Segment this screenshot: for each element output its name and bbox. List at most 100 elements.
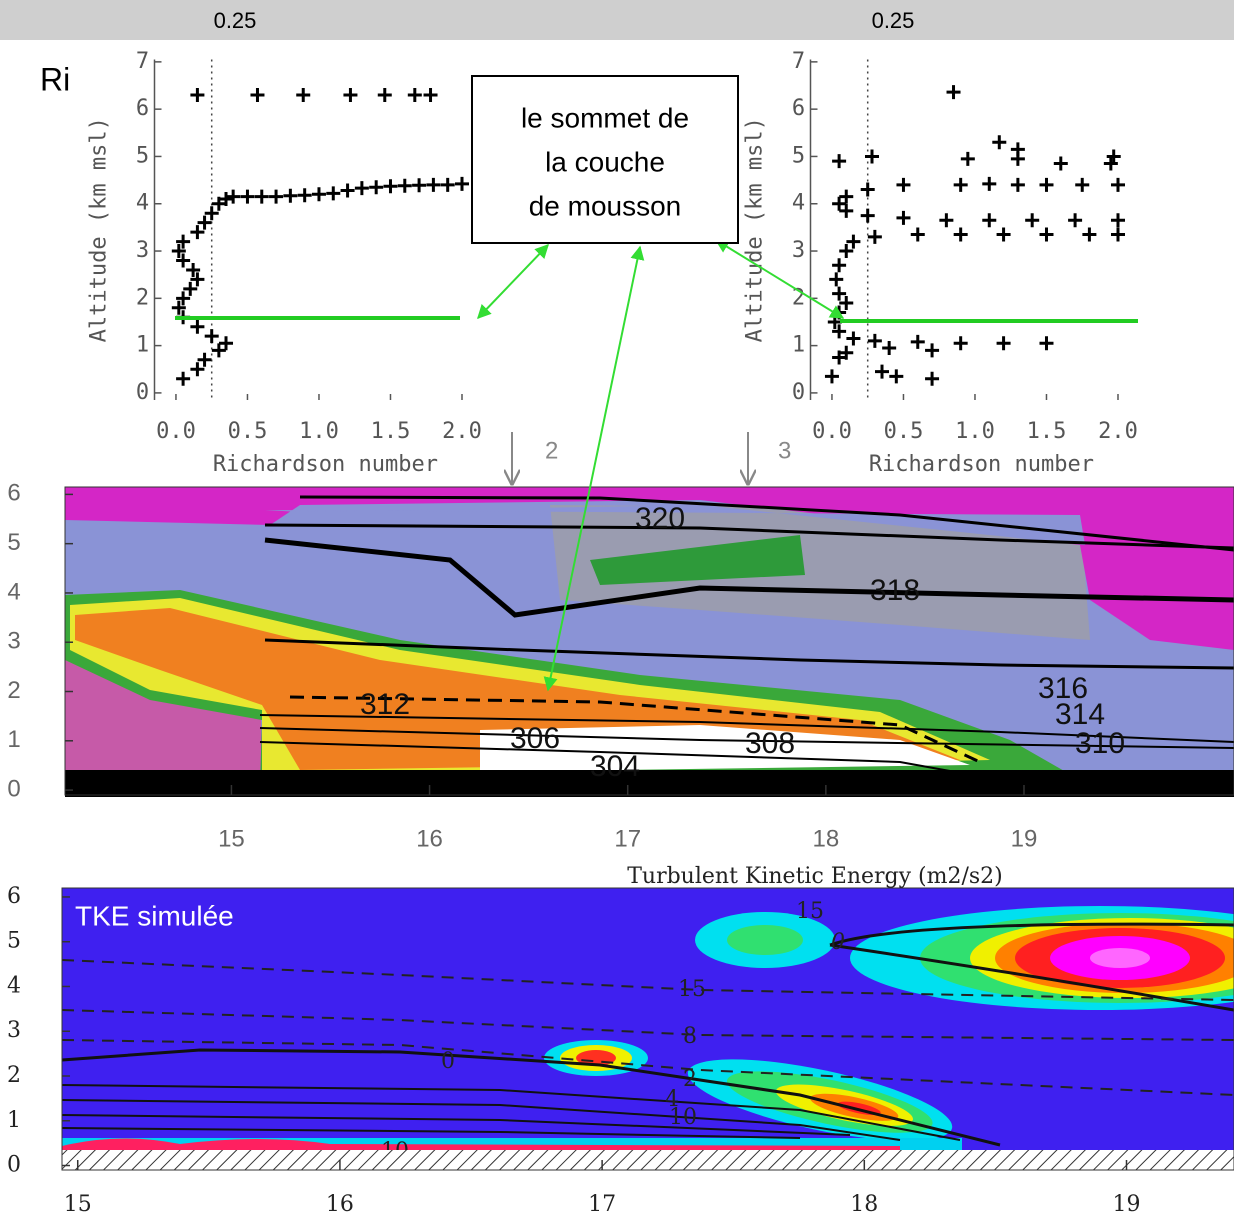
contour-line bbox=[259, 714, 1234, 743]
contour-label: 15 bbox=[796, 899, 824, 924]
point bbox=[1010, 151, 1025, 166]
x-tick-label: 15 bbox=[218, 825, 245, 852]
simulated-field: 15 0 15 8 0 2 4 10 10 TKE simulée Turbul… bbox=[61, 864, 1234, 1170]
y-tick-label: 4 bbox=[7, 973, 21, 998]
x-tick-label: 18 bbox=[812, 825, 839, 852]
point bbox=[832, 324, 847, 339]
point bbox=[176, 371, 191, 386]
y-tick-label: 0 bbox=[7, 775, 20, 802]
x-tick-label: 1.0 bbox=[955, 419, 995, 444]
contour-line bbox=[289, 695, 981, 764]
contour-label: 308 bbox=[745, 727, 795, 760]
point bbox=[171, 244, 186, 259]
x-tick-label: 0.5 bbox=[228, 419, 268, 444]
point bbox=[1039, 177, 1054, 192]
point bbox=[1111, 177, 1125, 192]
point bbox=[1039, 227, 1054, 242]
plot-frame bbox=[61, 887, 1234, 1171]
point bbox=[1082, 227, 1097, 242]
y-tick-label: 1 bbox=[7, 726, 20, 753]
contour-label: 2 bbox=[683, 1067, 697, 1092]
contour-label: 320 bbox=[635, 502, 685, 535]
contour-line bbox=[259, 741, 1001, 781]
point bbox=[829, 272, 844, 287]
point bbox=[992, 135, 1007, 150]
point bbox=[297, 188, 312, 203]
point bbox=[190, 319, 205, 334]
point bbox=[190, 362, 205, 377]
y-tick-label: 7 bbox=[792, 49, 805, 74]
annotation: TKE simulée bbox=[75, 900, 234, 931]
contour-label: 312 bbox=[360, 688, 410, 721]
point bbox=[839, 189, 854, 204]
x-tick-label: 0.0 bbox=[812, 419, 852, 444]
point bbox=[190, 87, 205, 102]
point bbox=[197, 352, 212, 367]
point bbox=[839, 345, 854, 360]
contour-line bbox=[299, 495, 1234, 552]
y-tick-label: 2 bbox=[7, 1063, 21, 1088]
point bbox=[910, 334, 925, 349]
point bbox=[960, 151, 975, 166]
contour-line bbox=[829, 922, 1234, 947]
callout-box bbox=[471, 75, 739, 244]
point bbox=[383, 179, 398, 194]
y-tick-label: 4 bbox=[136, 191, 149, 216]
y-tick-label: 3 bbox=[792, 238, 805, 263]
x-tick-label: 15 bbox=[64, 1192, 92, 1217]
point bbox=[354, 181, 369, 196]
point bbox=[423, 87, 438, 102]
point bbox=[832, 286, 847, 301]
y-tick-label: 4 bbox=[792, 191, 805, 216]
contour-line bbox=[61, 1114, 851, 1136]
point bbox=[377, 87, 392, 102]
callout-line: la couche bbox=[545, 146, 665, 177]
point bbox=[846, 234, 861, 249]
point bbox=[867, 229, 882, 244]
point bbox=[1103, 156, 1118, 171]
point bbox=[1053, 156, 1068, 171]
contour-label: 314 bbox=[1055, 698, 1105, 731]
point bbox=[343, 87, 358, 102]
x-tick-label: 0.0 bbox=[156, 419, 196, 444]
point bbox=[953, 227, 968, 242]
callout-line: de mousson bbox=[529, 190, 682, 221]
point bbox=[1111, 227, 1125, 242]
point bbox=[925, 371, 940, 386]
overlay: le sommet de la couche de mousson bbox=[175, 75, 1138, 692]
point bbox=[832, 350, 847, 365]
point bbox=[865, 149, 879, 164]
x-tick-label: 17 bbox=[614, 825, 641, 852]
point bbox=[219, 192, 234, 207]
point bbox=[996, 336, 1011, 351]
point bbox=[1106, 149, 1121, 164]
point bbox=[171, 300, 186, 315]
ground-hatch bbox=[62, 1150, 1234, 1170]
y-tick-label: 2 bbox=[7, 677, 20, 704]
x-tick-label: 1.5 bbox=[371, 419, 411, 444]
x-tick-label: 19 bbox=[1113, 1192, 1141, 1217]
x-axis-label: Richardson number bbox=[213, 452, 438, 477]
point bbox=[219, 336, 234, 351]
callout-line: le sommet de bbox=[521, 102, 689, 133]
point bbox=[953, 177, 968, 192]
y-tick-label: 5 bbox=[792, 143, 805, 168]
point bbox=[296, 87, 311, 102]
y-tick-label: 1 bbox=[136, 333, 149, 358]
plot-frame bbox=[64, 486, 1234, 796]
y-tick-label: 2 bbox=[136, 285, 149, 310]
point bbox=[839, 296, 854, 311]
point bbox=[946, 85, 961, 100]
point bbox=[183, 281, 198, 296]
y-tick-label: 6 bbox=[136, 96, 149, 121]
contour-label: 15 bbox=[678, 977, 706, 1002]
point bbox=[839, 203, 854, 218]
point bbox=[204, 329, 219, 344]
point bbox=[250, 87, 265, 102]
point bbox=[197, 215, 212, 230]
point bbox=[283, 188, 298, 203]
point bbox=[824, 369, 839, 384]
point bbox=[311, 187, 326, 202]
point bbox=[186, 262, 201, 277]
